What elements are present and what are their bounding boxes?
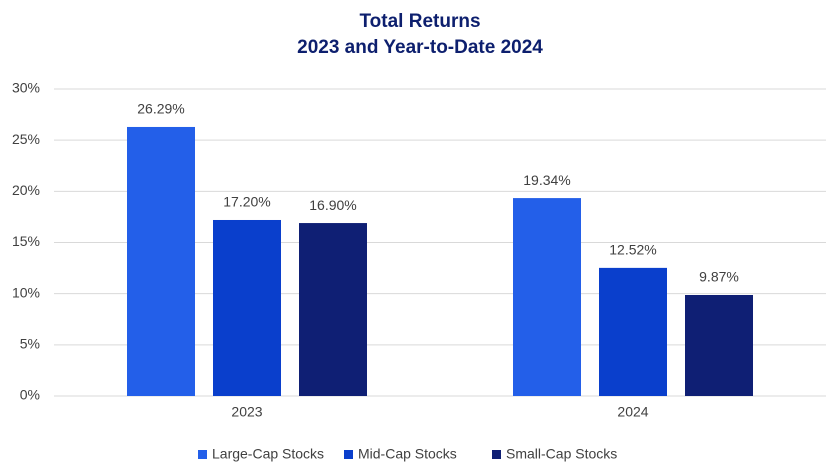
y-tick-label: 5%	[20, 336, 40, 352]
chart-subtitle: 2023 and Year-to-Date 2024	[297, 37, 543, 58]
x-tick-label: 2023	[231, 404, 262, 420]
legend-swatch	[492, 450, 501, 459]
y-tick-label: 15%	[12, 233, 40, 249]
legend-label: Large-Cap Stocks	[212, 446, 324, 462]
y-tick-label: 0%	[20, 387, 40, 403]
data-label: 9.87%	[699, 269, 739, 285]
bar	[685, 294, 753, 396]
y-tick-label: 20%	[12, 182, 40, 198]
legend-swatch	[344, 450, 353, 459]
legend-swatch	[198, 450, 207, 459]
legend-label: Small-Cap Stocks	[506, 446, 617, 462]
bar	[599, 267, 667, 396]
data-label: 26.29%	[137, 101, 184, 117]
data-label: 16.90%	[309, 197, 356, 213]
y-tick-label: 25%	[12, 131, 40, 147]
chart-title: Total Returns	[359, 11, 480, 32]
bar	[513, 198, 581, 396]
bar	[213, 219, 281, 396]
data-label: 17.20%	[223, 194, 270, 210]
bar	[127, 126, 195, 396]
legend-label: Mid-Cap Stocks	[358, 446, 457, 462]
y-tick-label: 10%	[12, 284, 40, 300]
data-label: 19.34%	[523, 172, 570, 188]
x-tick-label: 2024	[617, 404, 648, 420]
data-label: 12.52%	[609, 242, 656, 258]
y-tick-label: 30%	[12, 80, 40, 96]
bar	[299, 223, 367, 396]
